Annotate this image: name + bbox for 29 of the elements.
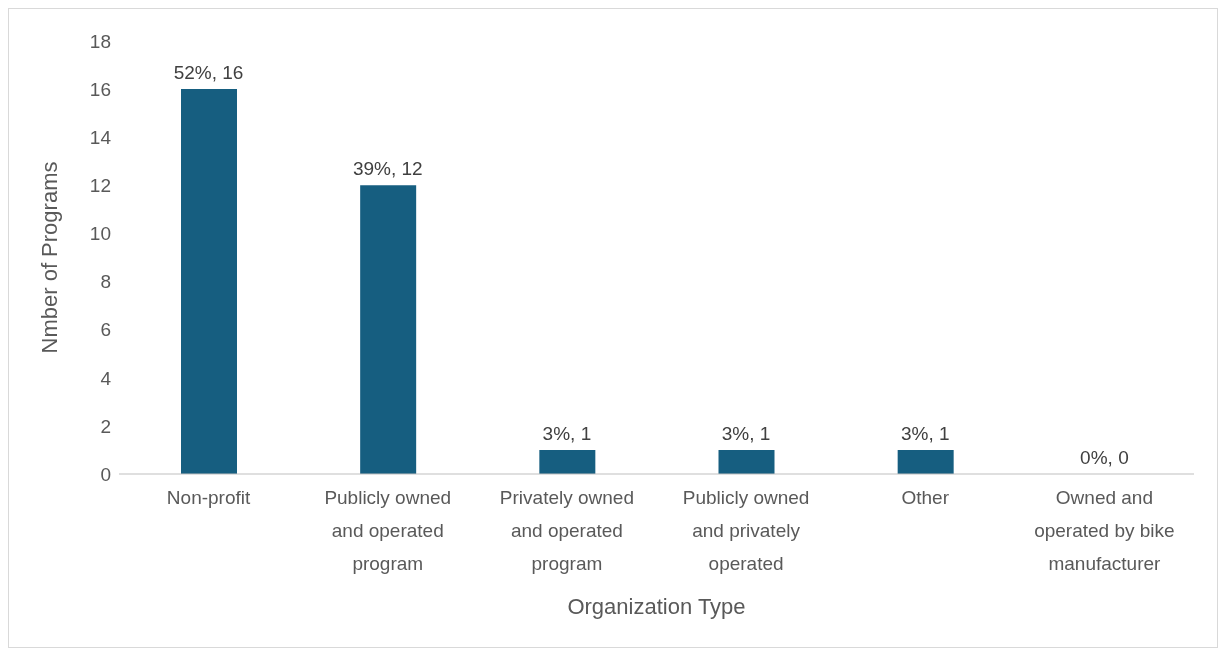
data-label: 39%, 12 <box>352 158 423 180</box>
x-tick-label: Owned and operated by bike manufacturer <box>1034 487 1175 574</box>
x-tick-label: Publicly owned and privately operated <box>682 487 810 574</box>
x-tick-label: Publicly owned and operated program <box>324 487 452 574</box>
data-label: 3%, 1 <box>721 422 771 444</box>
y-tick-label: 8 <box>100 271 111 293</box>
bar <box>181 89 237 474</box>
bar <box>718 449 775 474</box>
bar <box>897 449 954 474</box>
y-tick-label: 6 <box>100 319 111 341</box>
x-axis-title: Organization Type <box>567 594 746 619</box>
x-tick-label: Non-profit <box>166 487 252 508</box>
data-label: 52%, 16 <box>173 62 244 84</box>
y-tick-label: 18 <box>89 30 111 52</box>
y-tick-label: 4 <box>100 367 112 389</box>
y-tick-label: 2 <box>100 415 111 437</box>
data-label: 0%, 0 <box>1080 447 1129 468</box>
data-label: 3%, 1 <box>900 422 950 444</box>
y-tick-label: 14 <box>89 126 112 148</box>
y-tick-label: 10 <box>89 223 111 245</box>
y-tick-label: 16 <box>89 78 111 100</box>
bar <box>360 185 417 474</box>
y-tick-label: 0 <box>100 463 111 485</box>
data-label: 3%, 1 <box>542 422 592 444</box>
y-tick-label: 12 <box>89 175 111 197</box>
bar <box>539 449 596 474</box>
x-tick-label: Privately owned and operated program <box>499 487 634 574</box>
x-tick-label: Other <box>901 487 950 508</box>
y-axis-title: Nmber of Programs <box>36 161 62 354</box>
